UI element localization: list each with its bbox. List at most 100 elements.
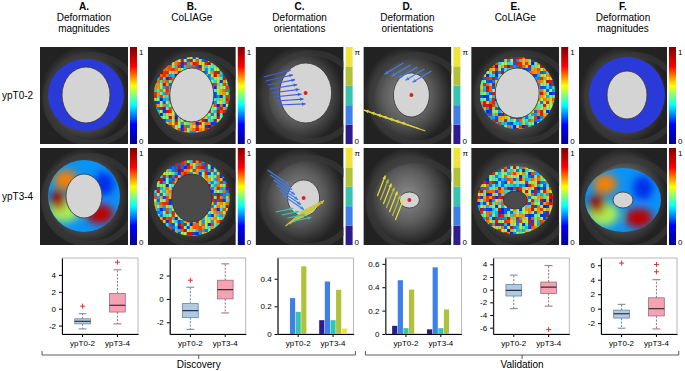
texture-pixel [510,62,513,65]
colorbar-segment [453,66,460,85]
texture-pixel [169,107,172,110]
texture-pixel [543,92,546,95]
texture-pixel [166,104,169,107]
texture-pixel [190,235,193,238]
mri-tissue [369,160,451,245]
orientation-arrow [276,99,304,101]
texture-pixel [483,101,486,104]
texture-pixel [480,208,483,211]
texture-pixel [184,163,187,166]
texture-pixel [187,128,190,131]
texture-pixel [489,187,492,190]
texture-pixel [214,226,217,229]
texture-pixel [223,104,226,107]
texture-pixel [226,199,229,202]
texture-pixel [181,232,184,235]
texture-pixel [169,187,172,190]
texture-pixel [486,178,489,181]
colorbar-label: 1 [247,48,252,57]
texture-pixel [492,116,495,119]
texture-pixel [504,187,507,190]
texture-pixel [501,68,504,71]
texture-pixel [226,214,229,217]
texture-pixel [489,223,492,226]
texture-pixel [486,74,489,77]
texture-pixel [501,190,504,193]
texture-pixel [220,172,223,175]
texture-pixel [172,172,175,175]
texture-pixel [220,190,223,193]
texture-pixel [160,77,163,80]
texture-pixel [202,169,205,172]
texture-pixel [157,214,160,217]
texture-pixel [211,211,214,214]
texture-pixel [507,125,510,128]
texture-pixel [208,163,211,166]
texture-pixel [543,74,546,77]
texture-pixel [495,172,498,175]
texture-pixel [196,128,199,131]
texture-pixel [489,92,492,95]
texture-pixel [501,214,504,217]
texture-pixel [489,208,492,211]
texture-pixel [181,166,184,169]
texture-pixel [519,62,522,65]
colorbar-label: 0 [462,238,467,247]
texture-pixel [223,71,226,74]
texture-pixel [160,184,163,187]
texture-pixel [540,77,543,80]
texture-pixel [226,208,229,211]
texture-pixel [537,71,540,74]
texture-pixel [187,131,190,134]
texture-pixel [166,65,169,68]
texture-pixel [169,205,172,208]
texture-pixel [217,101,220,104]
texture-pixel [181,163,184,166]
texture-pixel [193,169,196,172]
texture-pixel [208,65,211,68]
panel-title: CoLIAGe [495,12,537,23]
texture-pixel [169,175,172,178]
mri-tissue [371,55,451,143]
texture-pixel [540,113,543,116]
texture-pixel [489,80,492,83]
texture-pixel [208,226,211,229]
texture-pixel [486,217,489,220]
colorbar-segment [346,125,353,144]
texture-pixel [489,226,492,229]
texture-pixel [495,190,498,193]
texture-pixel [217,68,220,71]
texture-pixel [217,169,220,172]
texture-pixel [543,107,546,110]
colorbar-segment [453,148,460,167]
texture-pixel [549,104,552,107]
texture-pixel [226,95,229,98]
texture-pixel [199,59,202,62]
texture-pixel [166,181,169,184]
texture-pixel [211,125,214,128]
texture-pixel [196,226,199,229]
arrow-head [298,93,302,96]
arrow-head [301,213,305,216]
texture-pixel [208,62,211,65]
texture-pixel [166,113,169,116]
texture-pixel [199,62,202,65]
texture-pixel [510,128,513,131]
texture-pixel [226,101,229,104]
arrow-head [288,186,292,189]
texture-pixel [193,128,196,131]
texture-pixel [229,190,232,193]
texture-pixel [501,205,504,208]
texture-pixel [181,122,184,125]
texture-pixel [501,220,504,223]
texture-pixel [202,223,205,226]
texture-pixel [214,190,217,193]
texture-pixel [214,199,217,202]
orientation-arrow [392,65,411,76]
texture-pixel [214,113,217,116]
texture-pixel [193,235,196,238]
texture-pixel [504,59,507,62]
texture-pixel [552,107,555,110]
texture-pixel [211,166,214,169]
texture-pixel [166,223,169,226]
